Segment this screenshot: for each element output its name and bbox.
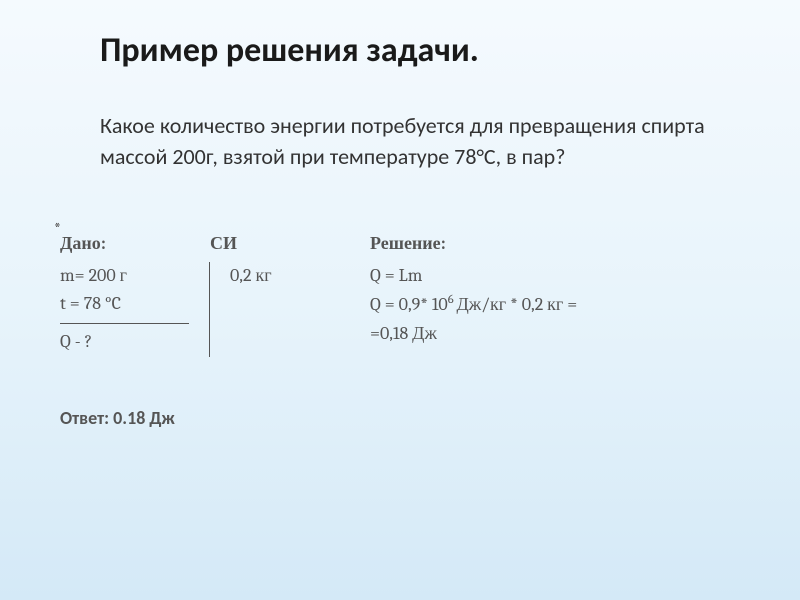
given-header: Дано: bbox=[60, 233, 210, 262]
calc-prefix: Q = 0,9* 10 bbox=[370, 294, 448, 315]
solution-formula: Q = Lm bbox=[370, 262, 660, 291]
si-mass: 0,2 кг bbox=[230, 262, 330, 291]
solution-area: * Дано: СИ Решение: m= 200 г t = 78 °C Q… bbox=[60, 233, 750, 357]
solution-grid: Дано: СИ Решение: m= 200 г t = 78 °C Q -… bbox=[60, 233, 750, 357]
given-mass: m= 200 г bbox=[60, 262, 189, 291]
calc-suffix: Дж/кг * 0,2 кг = bbox=[456, 294, 577, 315]
asterisk-marker: * bbox=[54, 219, 61, 237]
si-block: 0,2 кг bbox=[210, 262, 330, 357]
solution-result: =0,18 Дж bbox=[370, 320, 660, 349]
problem-statement: Какое количество энергии потребуется для… bbox=[100, 111, 750, 173]
answer-line: Ответ: 0.18 Дж bbox=[60, 407, 750, 429]
solution-block: Q = Lm Q = 0,9* 106 Дж/кг * 0,2 кг = =0,… bbox=[330, 262, 660, 357]
given-block: m= 200 г t = 78 °C Q - ? bbox=[60, 262, 210, 357]
solution-header: Решение: bbox=[330, 233, 660, 262]
given-temp: t = 78 °C bbox=[60, 290, 189, 319]
solution-calc: Q = 0,9* 106 Дж/кг * 0,2 кг = bbox=[370, 290, 660, 320]
slide-title: Пример решения задачи. bbox=[100, 30, 750, 71]
si-header: СИ bbox=[210, 233, 330, 262]
given-unknown: Q - ? bbox=[60, 323, 189, 357]
